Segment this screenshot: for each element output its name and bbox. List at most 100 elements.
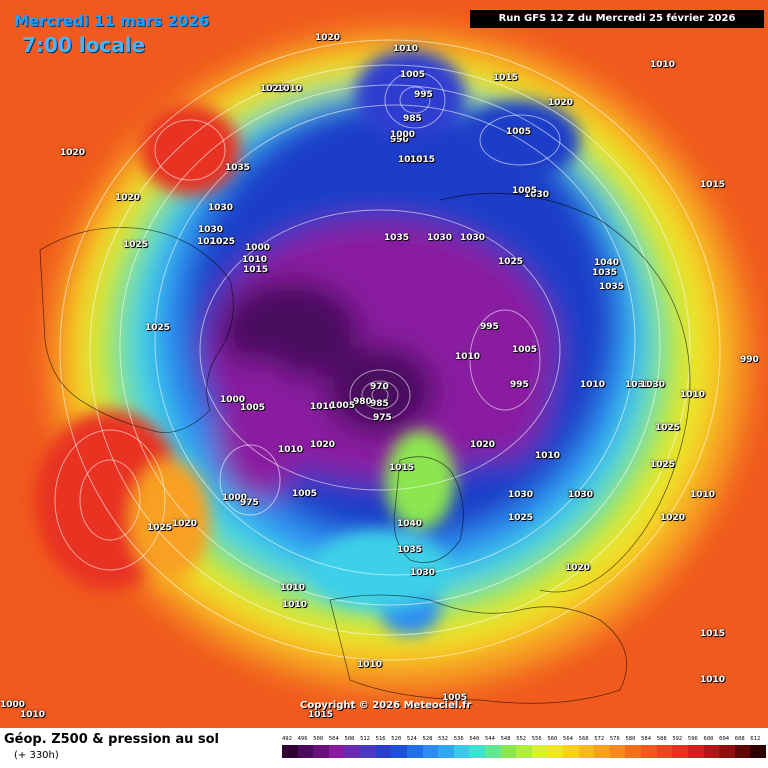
scale-tick-label: 516 <box>375 736 386 742</box>
scale-swatch <box>344 745 361 758</box>
scale-tick-label: 592 <box>672 736 683 742</box>
pressure-label: 1010 <box>277 84 303 94</box>
pressure-label: 1015 <box>700 180 726 190</box>
pressure-label: 990 <box>740 355 759 365</box>
scale-tick-label: 596 <box>687 736 698 742</box>
pressure-label: 1010 <box>282 600 308 610</box>
pressure-label: 1035 <box>225 163 251 173</box>
pressure-label: 1005 <box>512 345 538 355</box>
pressure-label: 1035 <box>592 268 618 278</box>
pressure-label: 1015 <box>243 265 269 275</box>
pressure-label: 1005 <box>292 489 318 499</box>
forecast-date: Mercredi 11 mars 2026 <box>14 12 210 30</box>
pressure-label: 1010 <box>580 380 606 390</box>
pressure-label: 995 <box>480 322 499 332</box>
scale-tick-label: 540 <box>469 736 480 742</box>
pressure-label: 1010 <box>357 660 383 670</box>
scale-tick-label: 580 <box>625 736 636 742</box>
scale-swatch <box>734 745 751 758</box>
run-info-banner: Run GFS 12 Z du Mercredi 25 février 2026 <box>470 10 764 28</box>
pressure-label: 1025 <box>210 237 236 247</box>
scale-swatch <box>656 745 673 758</box>
scale-swatch <box>438 745 455 758</box>
scale-tick-label: 588 <box>656 736 667 742</box>
scale-swatch <box>484 745 502 758</box>
pressure-label: 1015 <box>410 155 436 165</box>
pressure-label: 1020 <box>315 33 341 43</box>
scale-swatch <box>594 745 611 758</box>
pressure-label: 1030 <box>640 380 666 390</box>
scale-swatch <box>282 745 299 758</box>
scale-swatch <box>453 745 470 758</box>
pressure-label: 1030 <box>508 490 534 500</box>
pressure-label: 995 <box>414 90 433 100</box>
scale-swatch <box>406 745 423 758</box>
scale-swatch <box>313 745 330 758</box>
pressure-label: 1030 <box>410 568 436 578</box>
scale-swatch <box>375 745 392 758</box>
scale-swatch <box>531 745 548 758</box>
pressure-label: 1010 <box>393 44 419 54</box>
pressure-label: 1010 <box>535 451 561 461</box>
pressure-label: 1025 <box>260 84 286 94</box>
pressure-label: 1005 <box>506 127 532 137</box>
scale-swatch <box>609 745 626 758</box>
pressure-label: 1025 <box>498 257 524 267</box>
scale-swatch <box>297 745 314 758</box>
scale-tick-label: 500 <box>313 736 324 742</box>
pressure-label: 1010 <box>242 255 268 265</box>
scale-swatch <box>672 745 689 758</box>
pressure-label: 1005 <box>442 693 468 703</box>
scale-tick-label: 564 <box>563 736 573 742</box>
pressure-label: 1030 <box>524 190 550 200</box>
pressure-label: 1000 <box>0 700 26 710</box>
pressure-label: 1025 <box>145 323 171 333</box>
scale-tick-label: 604 <box>719 736 730 742</box>
scale-swatch <box>719 745 736 758</box>
scale-swatch <box>391 745 408 758</box>
scale-tick-label: 524 <box>406 736 417 742</box>
scale-tick-label: 504 <box>328 736 339 742</box>
scale-tick-label: 528 <box>422 736 433 742</box>
pressure-label: 1025 <box>147 523 173 533</box>
color-scale: 492 496 500 504 508 512 516 520 524 528 532 536 540 5… <box>282 736 767 760</box>
scale-tick-label: 556 <box>531 736 542 742</box>
pressure-label: 1020 <box>172 519 198 529</box>
scale-tick-label: 492 <box>282 736 292 742</box>
pressure-label: 1000 <box>222 493 248 503</box>
pressure-label: 1025 <box>655 423 681 433</box>
scale-tick-label: 568 <box>578 736 589 742</box>
pressure-label: 1035 <box>397 545 423 555</box>
scale-tick-label: 532 <box>438 736 449 742</box>
scale-tick-label: 584 <box>641 736 652 742</box>
pressure-label: 975 <box>240 498 259 508</box>
pressure-label: 1015 <box>493 73 519 83</box>
pressure-label: 1000 <box>245 243 271 253</box>
scale-tick-label: 536 <box>453 736 464 742</box>
pressure-label: 970 <box>370 382 389 392</box>
pressure-label: 1015 <box>308 710 334 720</box>
pressure-label: 1020 <box>115 193 141 203</box>
scale-swatch <box>750 745 767 758</box>
scale-tick-label: 496 <box>297 736 308 742</box>
scale-tick-label: 600 <box>703 736 714 742</box>
pressure-label: 1030 <box>568 490 594 500</box>
pressure-label: 1020 <box>565 563 591 573</box>
scale-swatch <box>563 745 580 758</box>
pressure-label: 975 <box>373 413 392 423</box>
geopotential-field <box>0 0 768 728</box>
scale-tick-label: 552 <box>516 736 527 742</box>
pressure-label: 985 <box>370 399 389 409</box>
pressure-label: 1010 <box>455 352 481 362</box>
pressure-label: 1020 <box>470 440 496 450</box>
pressure-label: 1015 <box>389 463 415 473</box>
pressure-label: 1020 <box>60 148 86 158</box>
pressure-label: 995 <box>510 380 529 390</box>
pressure-label: 1010 <box>650 60 676 70</box>
pressure-label: 1030 <box>568 490 594 500</box>
legend-subtitle: (+ 330h) <box>14 750 59 761</box>
pressure-label: 1040 <box>397 519 423 529</box>
pressure-label: 980 <box>353 397 372 407</box>
pressure-label: 1030 <box>198 225 224 235</box>
pressure-label: 1025 <box>508 513 534 523</box>
